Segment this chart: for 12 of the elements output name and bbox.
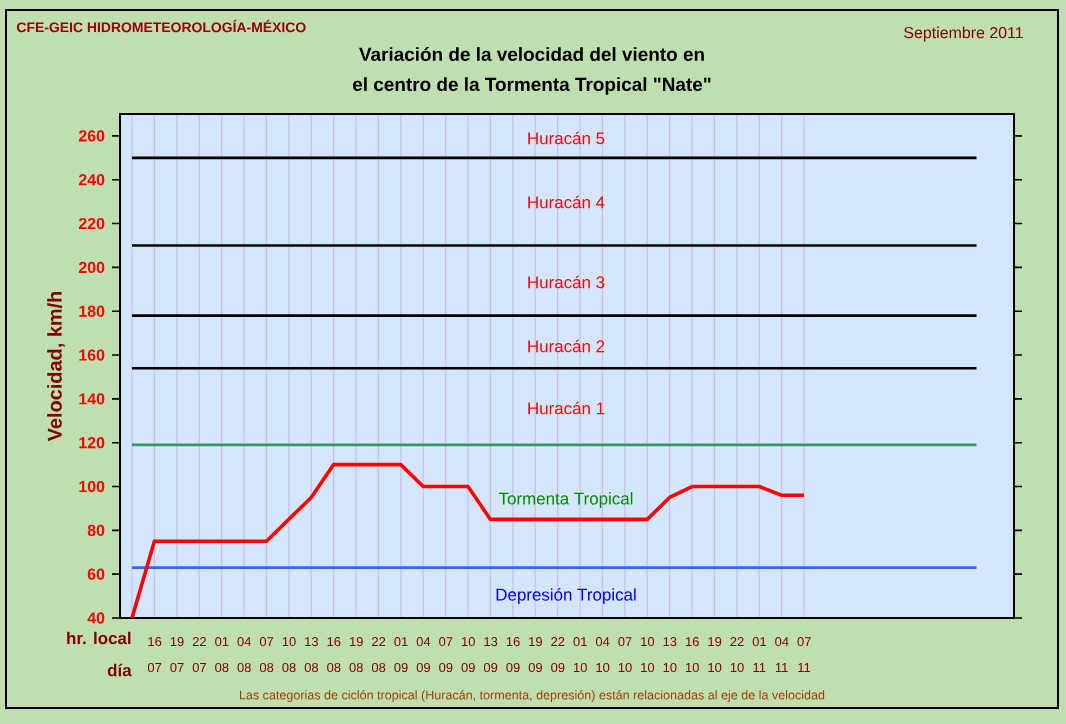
chart-title: Variación de la velocidad del viento en: [359, 46, 704, 62]
annotation: Huracán 5: [528, 131, 605, 145]
annotation: Huracán 1: [528, 401, 605, 415]
chart-subtitle: el centro de la Tormenta Tropical "Nate": [353, 77, 711, 95]
text: hr. local: [67, 631, 131, 645]
annotation: Tormenta Tropical: [498, 492, 633, 508]
annotation: Huracán 2: [528, 339, 605, 353]
annotation: Huracán 3: [528, 275, 605, 289]
annotation: Depresión Tropical: [496, 588, 636, 604]
y-axis-title: Velocidad, km/h: [47, 291, 65, 442]
annotation: Huracán 4: [528, 195, 605, 209]
text: día: [107, 663, 132, 677]
